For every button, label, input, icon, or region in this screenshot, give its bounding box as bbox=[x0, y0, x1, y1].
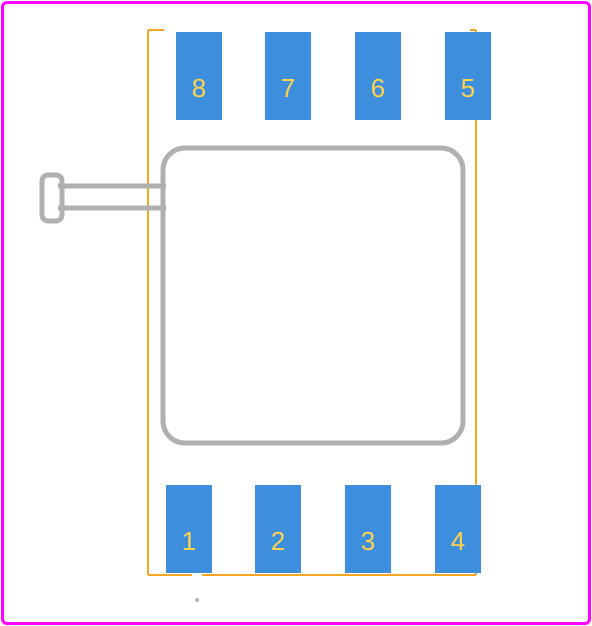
pad-label: 8 bbox=[192, 73, 206, 104]
pad-label: 3 bbox=[361, 526, 375, 557]
pad-label: 5 bbox=[461, 73, 475, 104]
pad-label: 6 bbox=[371, 73, 385, 104]
pad-2: 2 bbox=[255, 485, 301, 573]
diagram-canvas: 8 7 6 5 1 2 3 4 bbox=[0, 0, 592, 626]
pad-label: 7 bbox=[281, 73, 295, 104]
pad-label: 1 bbox=[182, 526, 196, 557]
pad-6: 6 bbox=[355, 32, 401, 120]
pad-7: 7 bbox=[265, 32, 311, 120]
pad-label: 2 bbox=[271, 526, 285, 557]
pad-4: 4 bbox=[435, 485, 481, 573]
pad-label: 4 bbox=[451, 526, 465, 557]
pad-8: 8 bbox=[176, 32, 222, 120]
pad-1: 1 bbox=[166, 485, 212, 573]
pad-3: 3 bbox=[345, 485, 391, 573]
pad-5: 5 bbox=[445, 32, 491, 120]
